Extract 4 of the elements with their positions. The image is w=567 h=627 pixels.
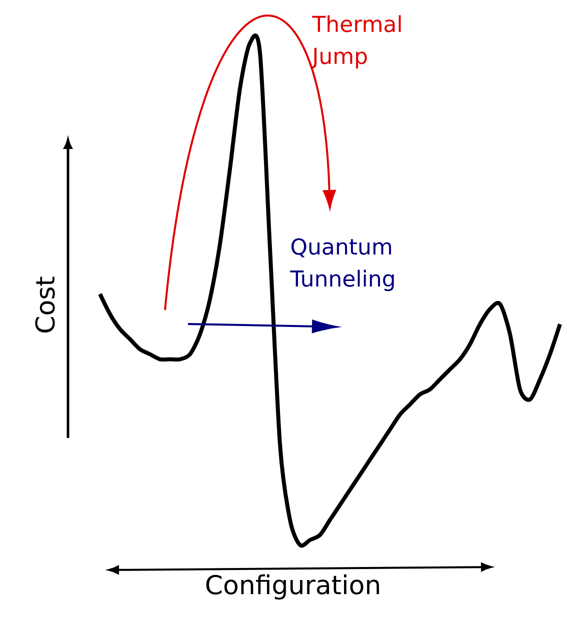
annotation: Thermal Jump (311, 15, 401, 68)
x-axis-title: Configuration (206, 574, 379, 600)
y-axis-title: Cost (35, 276, 55, 332)
annotation: Quantum Tunneling (290, 238, 394, 292)
